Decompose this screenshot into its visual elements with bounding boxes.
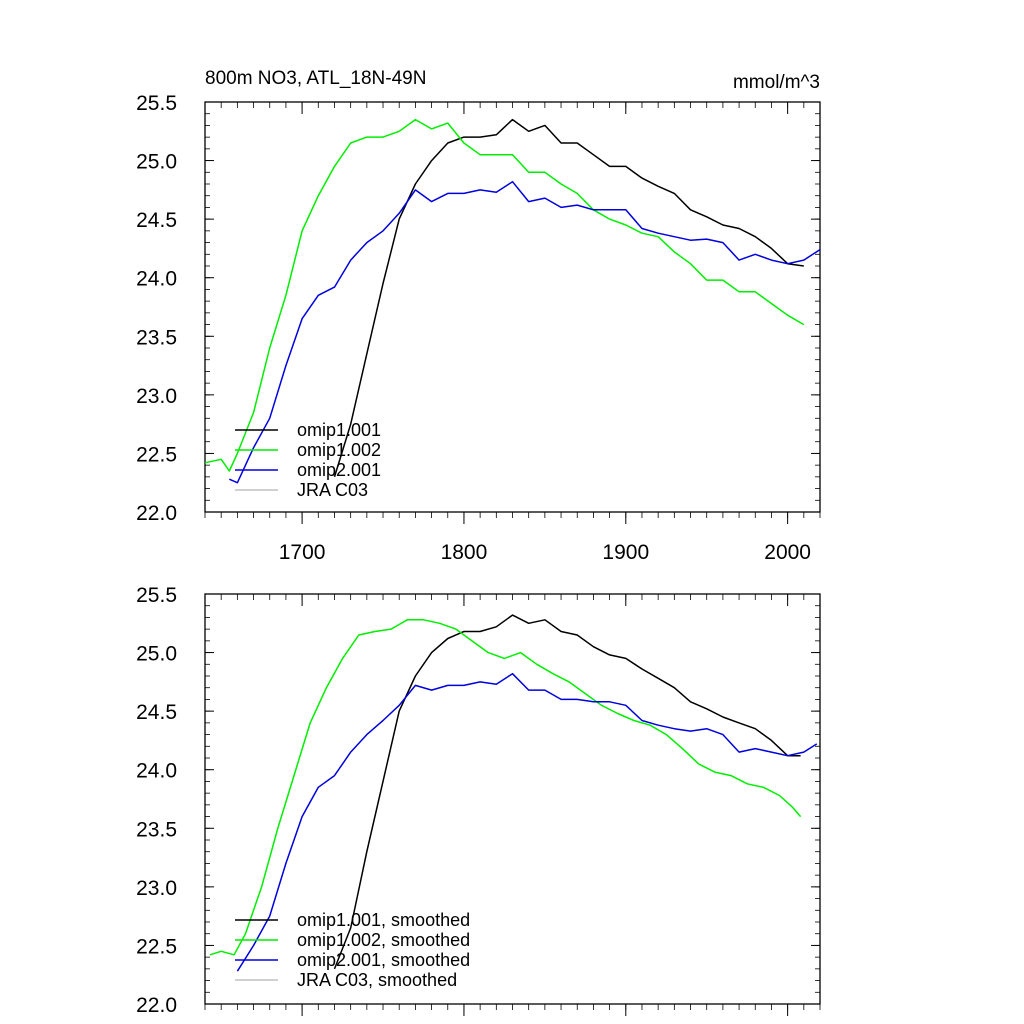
y-tick-label: 22.0 [136, 502, 177, 525]
legend-label: JRA C03 [297, 480, 368, 500]
axis-ticks [204, 593, 821, 1016]
chart-panel-top: 800m NO3, ATL_18N-49N mmol/m^3 22.022.52… [136, 68, 821, 564]
y-tick-label: 24.5 [136, 209, 177, 232]
series-lines [209, 614, 818, 972]
y-tick-label: 25.5 [136, 92, 177, 115]
y-tick-label: 24.5 [136, 701, 177, 724]
y-tick-label: 23.0 [136, 877, 177, 900]
legend-label: omip2.001 [297, 460, 381, 480]
axis-ticks [204, 101, 821, 524]
y-tick-label: 25.5 [136, 584, 177, 607]
x-tick-label: 2000 [764, 541, 811, 564]
y-tick-label: 22.5 [136, 443, 177, 466]
legend-label: omip1.001 [297, 420, 381, 440]
y-tick-label: 25.0 [136, 151, 177, 174]
x-tick-label: 1800 [441, 541, 488, 564]
y-tick-label: 24.0 [136, 760, 177, 783]
series-line-2 [236, 672, 818, 972]
legend-label: omip1.001, smoothed [297, 910, 470, 930]
x-axis-labels: 1700 1800 1900 2000 [279, 541, 811, 564]
series-line-1 [209, 619, 802, 956]
y-axis-labels: 22.0 22.5 23.0 23.5 24.0 24.5 25.0 25.5 [136, 584, 177, 1017]
y-tick-label: 23.5 [136, 818, 177, 841]
y-tick-label: 22.5 [136, 935, 177, 958]
y-tick-label: 25.0 [136, 643, 177, 666]
series-line-0 [333, 118, 804, 478]
legend-label: omip2.001, smoothed [297, 950, 470, 970]
y-tick-label: 22.0 [136, 994, 177, 1017]
series-line-0 [333, 614, 801, 970]
y-tick-label: 23.5 [136, 326, 177, 349]
legend-label: omip1.002 [297, 440, 381, 460]
series-lines [204, 118, 821, 484]
chart-panel-bottom: 22.0 22.5 23.0 23.5 24.0 24.5 25.0 25.5 omip1.0… [136, 584, 821, 1017]
x-tick-label: 1700 [279, 541, 326, 564]
units-label: mmol/m^3 [733, 72, 820, 93]
y-tick-label: 23.0 [136, 385, 177, 408]
chart-title: 800m NO3, ATL_18N-49N [205, 68, 426, 89]
y-tick-label: 24.0 [136, 268, 177, 291]
x-tick-label: 1900 [602, 541, 649, 564]
y-axis-labels: 22.0 22.5 23.0 23.5 24.0 24.5 25.0 25.5 [136, 92, 177, 525]
legend-label: omip1.002, smoothed [297, 930, 470, 950]
series-line-1 [204, 118, 805, 472]
legend-label: JRA C03, smoothed [297, 970, 457, 990]
series-line-2 [229, 180, 821, 484]
